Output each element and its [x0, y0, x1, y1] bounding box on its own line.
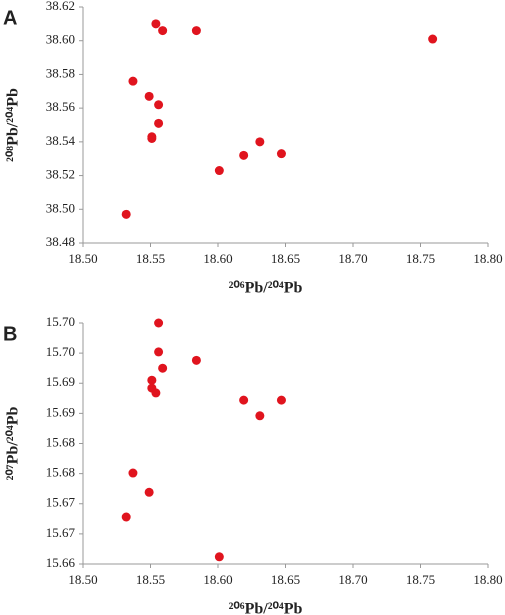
x-tick-label: 18.70 [338, 251, 367, 266]
point [151, 19, 161, 29]
x-tick-label: 18.80 [473, 572, 502, 587]
y-axis-label: ²⁰⁷Pb/²⁰⁴Pb [5, 407, 22, 481]
y-tick-label: 38.60 [46, 32, 75, 47]
x-axis-label: ²⁰⁶Pb/²⁰⁴Pb [229, 601, 303, 615]
point [151, 388, 161, 398]
point [121, 209, 131, 219]
y-tick-label: 15.69 [46, 374, 75, 389]
y-tick-label: 38.52 [46, 167, 75, 182]
point [147, 375, 157, 385]
point [144, 91, 154, 101]
x-tick-label: 18.70 [338, 572, 367, 587]
point [276, 149, 286, 159]
y-tick-label: 15.67 [46, 525, 76, 540]
y-tick-label: 38.58 [46, 65, 75, 80]
point [147, 133, 157, 143]
y-tick-label: 38.50 [46, 200, 75, 215]
x-tick-label: 18.60 [203, 251, 232, 266]
y-tick-label: 15.68 [46, 434, 75, 449]
point [214, 552, 224, 562]
point [154, 318, 164, 328]
x-tick-label: 18.65 [271, 572, 300, 587]
y-tick-label: 15.70 [46, 344, 75, 359]
y-tick-label: 15.68 [46, 465, 75, 480]
point [276, 395, 286, 405]
y-tick-label: 38.56 [46, 99, 76, 114]
point [428, 34, 438, 44]
y-tick-label: 15.70 [46, 314, 75, 329]
x-tick-label: 18.50 [68, 572, 97, 587]
x-tick-label: 18.50 [68, 251, 97, 266]
point [154, 347, 164, 357]
point [128, 76, 138, 86]
point [191, 355, 201, 365]
y-tick-label: 38.62 [46, 0, 75, 13]
panel-label: A [3, 7, 17, 29]
x-tick-label: 18.75 [406, 572, 435, 587]
point [144, 487, 154, 497]
y-tick-label: 15.67 [46, 495, 76, 510]
x-tick-label: 18.55 [136, 572, 165, 587]
point [239, 150, 249, 160]
point [158, 363, 168, 373]
panel-label: B [3, 323, 17, 345]
point [121, 512, 131, 522]
point [214, 166, 224, 176]
y-tick-label: 15.69 [46, 404, 75, 419]
point [191, 26, 201, 36]
point [158, 26, 168, 36]
point [154, 118, 164, 128]
x-tick-label: 18.65 [271, 251, 300, 266]
point [255, 137, 265, 147]
y-tick-label: 15.66 [46, 555, 76, 570]
point [255, 411, 265, 421]
y-axis-label: ²⁰⁸Pb/²⁰⁴Pb [5, 88, 22, 162]
y-tick-label: 38.48 [46, 234, 75, 249]
point [239, 395, 249, 405]
x-tick-label: 18.60 [203, 572, 232, 587]
x-tick-label: 18.55 [136, 251, 165, 266]
point [128, 468, 138, 478]
x-axis-label: ²⁰⁶Pb/²⁰⁴Pb [229, 280, 303, 297]
point [154, 100, 164, 110]
x-tick-label: 18.75 [406, 251, 435, 266]
y-tick-label: 38.54 [46, 133, 76, 148]
x-tick-label: 18.80 [473, 251, 502, 266]
